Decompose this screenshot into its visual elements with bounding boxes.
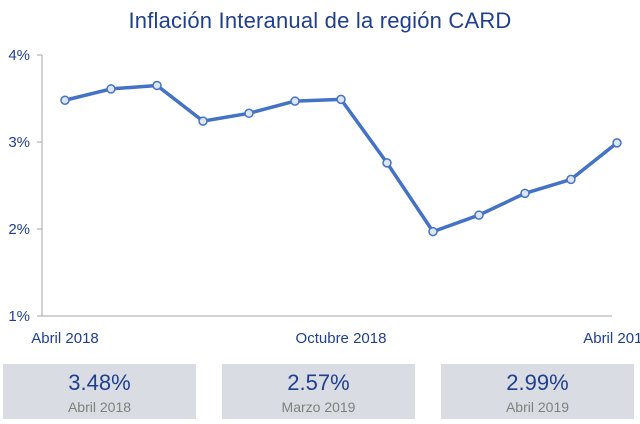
x-axis-ticks: Abril 2018 Octubre 2018 Abril 2019 [31, 330, 640, 347]
series-layer [60, 80, 622, 237]
data-point [612, 138, 622, 148]
data-point [566, 174, 576, 185]
data-point [198, 116, 208, 126]
y-tick-label: 1% [8, 308, 30, 325]
summary-card-april-2018: 3.48% Abril 2018 [3, 364, 196, 419]
x-tick-label: Octubre 2018 [296, 330, 387, 347]
data-point [106, 84, 116, 94]
y-tick-label: 4% [8, 47, 30, 64]
x-tick-label: Abril 2018 [31, 330, 99, 347]
summary-card-march-2019: 2.57% Marzo 2019 [222, 364, 415, 419]
series-line [64, 83, 619, 234]
y-axis-ticks: 4% 3% 2% 1% [8, 47, 42, 325]
summary-card-value: 3.48% [68, 370, 131, 395]
x-tick-label: Abril 2019 [583, 330, 640, 347]
data-point [60, 95, 70, 105]
summary-card-value: 2.99% [506, 370, 569, 395]
data-point [290, 96, 300, 106]
y-tick-label: 3% [8, 134, 30, 151]
data-point [520, 188, 530, 199]
summary-card-label: Marzo 2019 [281, 399, 356, 415]
data-point [336, 94, 346, 105]
line-chart: 4%3%2%1% Abril 2018 Octubre 2018 Abril 201… [8, 47, 640, 347]
data-point [428, 226, 438, 237]
y-tick-label: 2% [8, 221, 30, 238]
data-point [474, 210, 484, 220]
summary-card-april-2019: 2.99% Abril 2019 [441, 364, 634, 419]
summary-card-label: Abril 2018 [67, 399, 132, 415]
data-point [152, 80, 162, 91]
summary-card-value: 2.57% [287, 370, 350, 395]
data-point [382, 158, 392, 168]
chart-title: Inflación Interanual de la región CARD [128, 8, 512, 33]
data-point [244, 108, 254, 119]
summary-card-label: Abril 2019 [505, 399, 570, 415]
